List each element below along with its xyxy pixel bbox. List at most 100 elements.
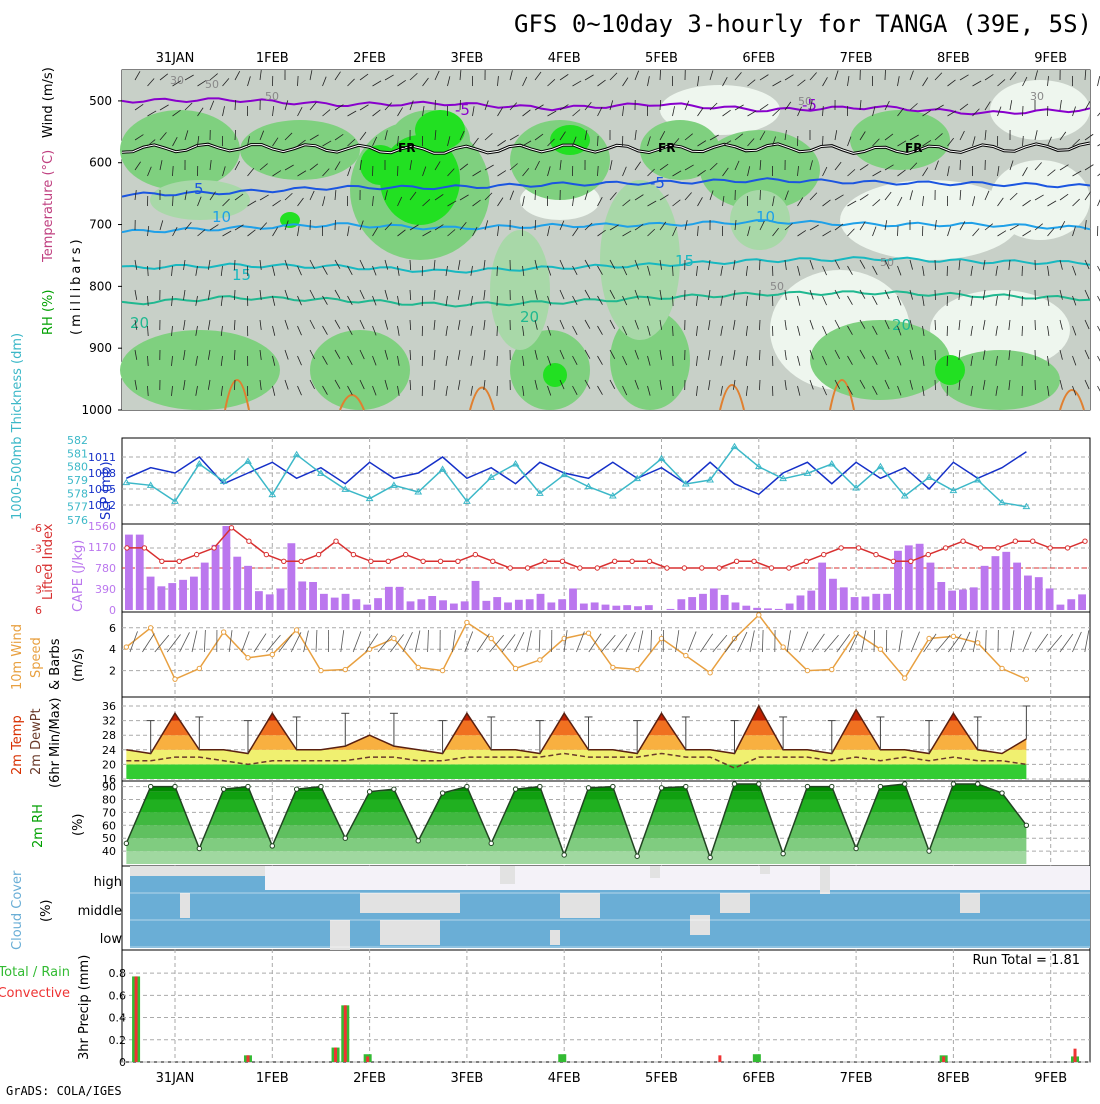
cape-bar <box>948 591 956 610</box>
cape-bar <box>807 591 815 610</box>
cape-bar <box>970 587 978 610</box>
rh-line-marker <box>611 784 615 788</box>
temp-label-1: 2m Temp <box>10 715 25 775</box>
wind-speed-line-marker <box>343 667 347 671</box>
wind-barb <box>935 350 936 360</box>
wind-tick-label: 4 <box>109 643 116 656</box>
li-line-marker <box>874 552 878 556</box>
rh-line-marker <box>221 787 225 791</box>
rh-line-marker <box>173 784 177 788</box>
side-labels: 1000-500mb Thickness (dm) SLP (mb) Lifte… <box>0 333 1080 1060</box>
surface-wind-barb <box>651 630 652 652</box>
surface-wind-barb <box>353 631 361 652</box>
isotherm-label: -5 <box>455 101 470 119</box>
cape-bar <box>298 581 306 610</box>
bottom-date-label: 6FEB <box>742 1071 775 1086</box>
wind-speed-line-marker <box>538 658 542 662</box>
cape-bar <box>818 563 826 610</box>
wind-speed-line-marker <box>805 668 809 672</box>
cloud-gap <box>960 893 980 913</box>
cape-bar <box>526 599 534 610</box>
li-line-marker <box>456 559 460 563</box>
chart-title: GFS 0~10day 3-hourly for TANGA (39E, 5S) <box>514 10 1092 38</box>
li-line-marker <box>978 546 982 550</box>
cape-bar <box>396 587 404 610</box>
li-line-marker <box>386 559 390 563</box>
rh-line-marker <box>830 784 834 788</box>
slp-line <box>126 452 1026 495</box>
temp-tick-label: 36 <box>102 700 116 713</box>
isotherm-label: 20 <box>892 316 911 334</box>
thickness-tick-label: 579 <box>67 474 88 487</box>
temp-tick-label: 28 <box>102 729 116 742</box>
pressure-tick-label: 600 <box>89 156 112 170</box>
cape-bar <box>645 605 653 610</box>
top-date-label: 31JAN <box>156 51 195 66</box>
wind-speed-line-marker <box>830 667 834 671</box>
cape-bar <box>1046 588 1054 610</box>
cape-bar <box>136 535 144 610</box>
cape-bar <box>862 597 870 610</box>
precip-ylabel: 3hr Precip (mm) <box>77 955 92 1060</box>
fr-label: FR <box>658 141 675 155</box>
li-line-marker <box>595 566 599 570</box>
rh-tick-label: 40 <box>102 845 116 858</box>
li-line-marker <box>787 566 791 570</box>
cape-bar <box>320 594 328 610</box>
li-label: Lifted Index <box>41 523 56 600</box>
top-date-label: 2FEB <box>353 51 386 66</box>
li-line-marker <box>491 559 495 563</box>
thickness-label: 1000-500mb Thickness (dm) <box>10 333 25 520</box>
rh-line-marker <box>586 786 590 790</box>
wind-speed-line-marker <box>586 631 590 635</box>
cape-bar <box>482 601 490 610</box>
li-line-marker <box>473 552 477 556</box>
wind-speed-line-marker <box>294 628 298 632</box>
wind-barb <box>935 320 936 330</box>
li-line-marker <box>142 546 146 550</box>
li-line-marker <box>578 566 582 570</box>
wind-label-1: 10m Wind <box>10 624 25 690</box>
cloud-gap <box>550 930 560 945</box>
rh-band <box>122 851 1090 864</box>
wind-speed-line-marker <box>319 668 323 672</box>
rh-contour-label: 50 <box>880 256 894 269</box>
temperature-label: Temperature (°C) <box>41 150 56 263</box>
li-line-marker <box>438 559 442 563</box>
rh-contour-label: 50 <box>205 78 219 91</box>
li-line-marker <box>177 559 181 563</box>
cape-tick-label: 0 <box>109 604 116 617</box>
cape-bar <box>244 566 252 610</box>
li-line-marker <box>804 559 808 563</box>
cape-bar <box>515 600 523 610</box>
rh-line-marker <box>635 854 639 858</box>
top-date-label: 3FEB <box>450 51 483 66</box>
cape-bar <box>602 605 610 610</box>
rh-contour-label: 50 <box>770 280 784 293</box>
li-line-marker <box>247 539 251 543</box>
precip-convective-bar <box>366 1056 369 1062</box>
precip-total-bar <box>753 1054 761 1062</box>
temp-band <box>122 764 1090 779</box>
rh-line-marker <box>538 784 542 788</box>
wind-barb <box>759 350 760 360</box>
cape-bar <box>569 588 577 610</box>
rh-tick-label: 80 <box>102 793 116 806</box>
li-line-marker <box>1048 546 1052 550</box>
li-line-marker <box>839 546 843 550</box>
li-line-marker <box>856 546 860 550</box>
cape-label: CAPE (J/kg) <box>71 540 86 612</box>
rh-line-marker <box>1000 791 1004 795</box>
wind-speed-line-marker <box>927 636 931 640</box>
thickness-tick-label: 580 <box>67 461 88 474</box>
rh-line-marker <box>684 784 688 788</box>
cape-bar <box>851 597 859 610</box>
li-line-marker <box>1031 539 1035 543</box>
temp-label-3: (6hr Min/Max) <box>48 698 63 788</box>
wind-barb <box>1098 76 1100 86</box>
cape-tick-label: 1170 <box>88 541 116 554</box>
rh-line-marker <box>513 787 517 791</box>
